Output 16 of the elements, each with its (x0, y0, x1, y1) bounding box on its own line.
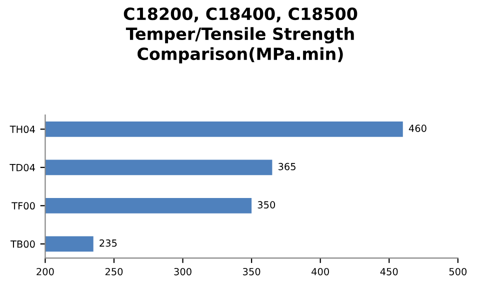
x-tick-label: 250 (105, 268, 123, 276)
x-tick-label: 500 (449, 268, 467, 276)
data-label: 350 (258, 201, 276, 208)
chart-title: C18200, C18400, C18500 Temper/Tensile Strength Comparison(MPa.min) (124, 8, 358, 64)
x-tick-label: 450 (380, 268, 398, 276)
x-tick-label: 300 (174, 268, 192, 276)
y-tick-label: TB00 (10, 240, 35, 248)
y-tick-label: TF00 (12, 202, 35, 210)
y-tick-label: TH04 (10, 126, 35, 134)
data-label: 235 (100, 239, 117, 247)
y-tick-label: TD04 (10, 164, 35, 172)
x-tick-label: 350 (243, 268, 260, 276)
x-tick-label: 400 (312, 268, 329, 276)
data-label: 365 (278, 162, 296, 170)
data-label: 460 (408, 124, 426, 132)
x-tick-label: 200 (36, 268, 54, 276)
